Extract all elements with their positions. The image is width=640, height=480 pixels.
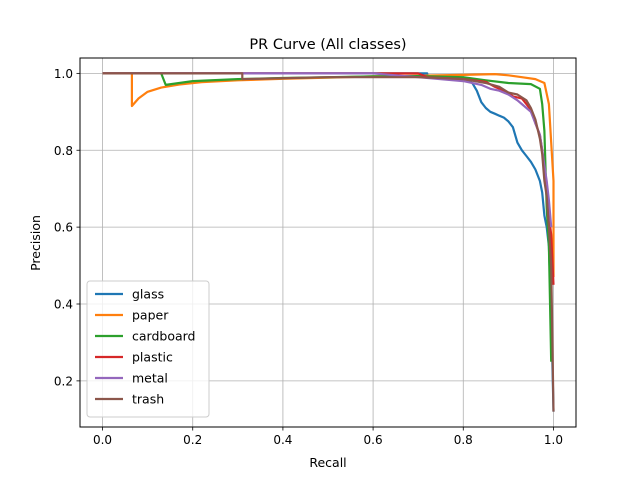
x-tick-label: 0.4 xyxy=(273,433,292,447)
chart-title: PR Curve (All classes) xyxy=(249,37,406,53)
legend-label-paper: paper xyxy=(132,308,169,323)
plot-area-frame xyxy=(79,57,577,428)
x-tick-label: 1.0 xyxy=(544,433,563,447)
axis-ticks: 0.0 0.2 0.4 0.6 0.8 1.0 0.2 0.4 0.6 0.8 1.0 xyxy=(54,67,563,447)
legend-label-cardboard: cardboard xyxy=(132,329,195,344)
x-tick-label: 0.0 xyxy=(93,433,112,447)
legend-label-trash: trash xyxy=(132,392,164,407)
series-lines xyxy=(102,72,555,412)
x-axis-label: Recall xyxy=(309,455,346,470)
y-tick-label: 1.0 xyxy=(54,67,73,81)
legend: glass paper cardboard plastic metal trash xyxy=(86,280,210,418)
legend-label-glass: glass xyxy=(132,287,164,302)
series-line-trash xyxy=(102,72,555,412)
legend-label-metal: metal xyxy=(132,371,168,386)
x-tick-label: 0.2 xyxy=(183,433,202,447)
y-axis-label: Precision xyxy=(28,215,43,271)
y-tick-label: 0.6 xyxy=(54,221,73,235)
y-tick-label: 0.8 xyxy=(54,144,73,158)
series-line-cardboard xyxy=(102,72,553,362)
x-tick-label: 0.6 xyxy=(364,433,383,447)
y-tick-label: 0.2 xyxy=(54,374,73,388)
x-tick-label: 0.8 xyxy=(454,433,473,447)
y-tick-label: 0.4 xyxy=(54,298,73,312)
legend-label-plastic: plastic xyxy=(132,350,173,365)
